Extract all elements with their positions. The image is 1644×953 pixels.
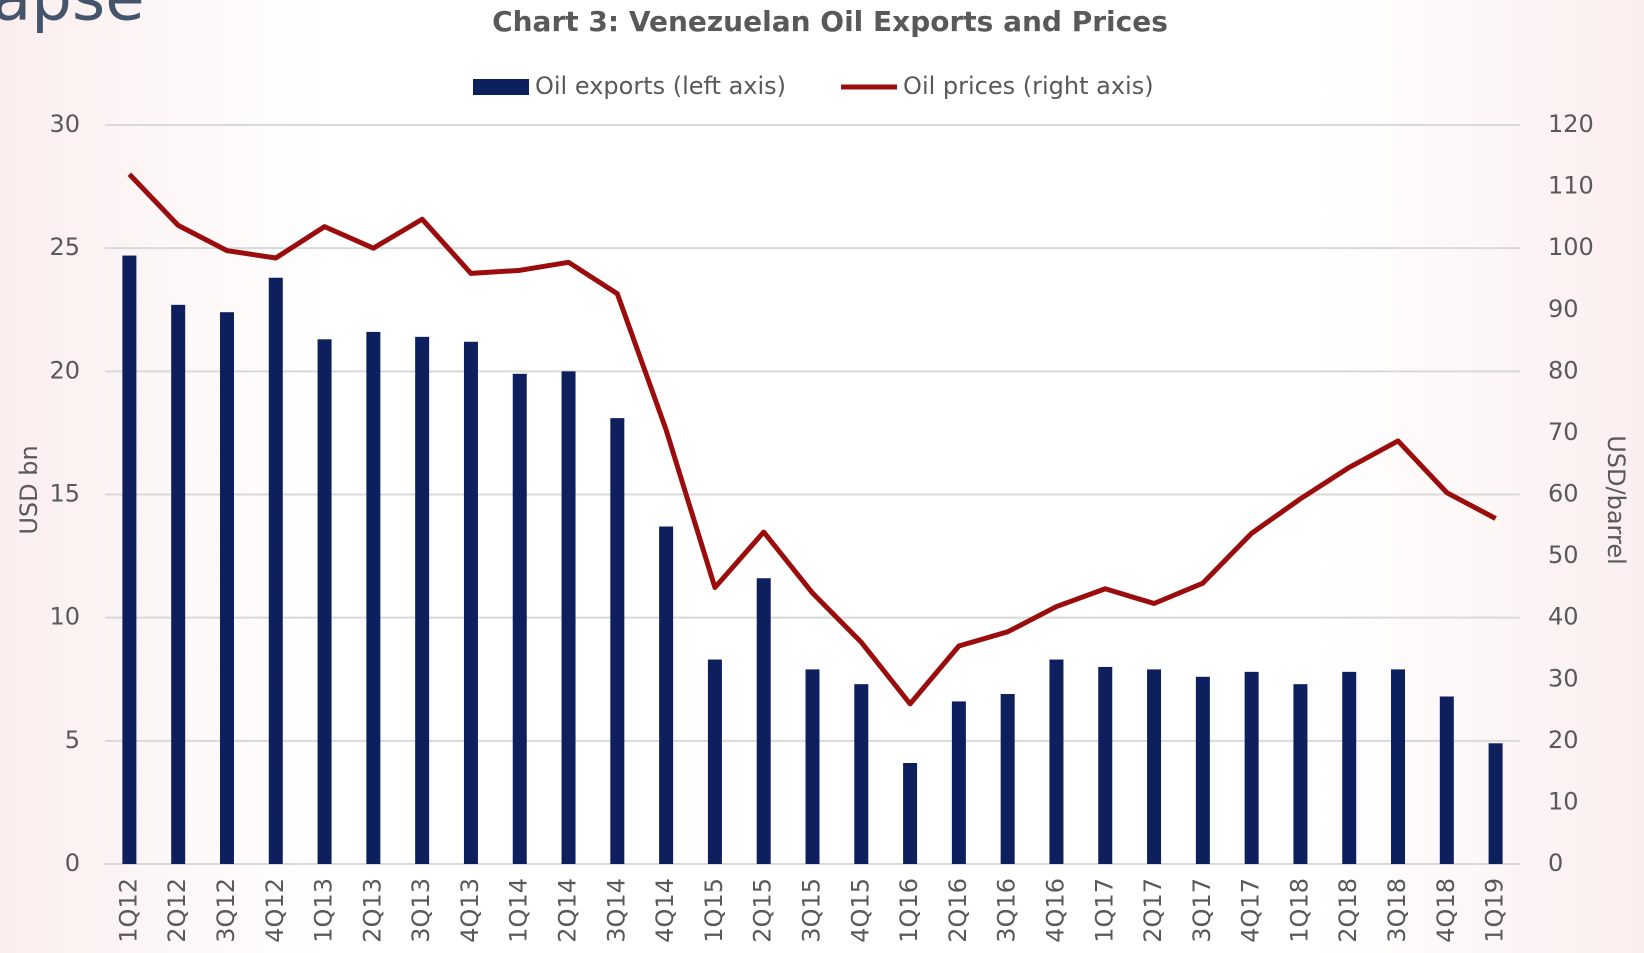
y2-tick-label: 30 bbox=[1548, 664, 1579, 692]
bar bbox=[366, 331, 381, 864]
y2-tick-label: 80 bbox=[1548, 356, 1579, 384]
bar bbox=[1439, 696, 1454, 864]
y2-tick-label: 90 bbox=[1548, 295, 1579, 323]
x-tick-label: 4Q13 bbox=[456, 878, 484, 943]
bar bbox=[512, 373, 527, 864]
x-tick-label: 3Q17 bbox=[1188, 878, 1216, 943]
bar bbox=[415, 336, 430, 864]
y-tick-label: 10 bbox=[49, 603, 80, 631]
x-tick-label: 3Q13 bbox=[407, 878, 435, 943]
bar bbox=[805, 669, 820, 864]
y2-tick-label: 110 bbox=[1548, 172, 1594, 200]
slide-title-fragment: apse bbox=[0, 0, 145, 36]
y2-tick-label: 40 bbox=[1548, 603, 1579, 631]
bar bbox=[1049, 659, 1064, 864]
y2-tick-label: 100 bbox=[1548, 233, 1594, 261]
y2-axis-label: USD/barrel bbox=[1602, 435, 1630, 565]
bar bbox=[1195, 676, 1210, 864]
y-tick-label: 0 bbox=[65, 849, 80, 877]
x-tick-label: 2Q14 bbox=[554, 878, 582, 943]
x-tick-label: 4Q14 bbox=[651, 878, 679, 943]
bar bbox=[1000, 694, 1015, 864]
bar bbox=[317, 339, 332, 864]
x-tick-label: 2Q16 bbox=[944, 878, 972, 943]
bar bbox=[756, 578, 771, 864]
bar bbox=[219, 312, 234, 864]
bar bbox=[1147, 669, 1162, 864]
legend-swatch bbox=[473, 79, 529, 95]
x-tick-label: 2Q18 bbox=[1334, 878, 1362, 943]
x-tick-label: 3Q18 bbox=[1383, 878, 1411, 943]
y2-tick-label: 120 bbox=[1548, 110, 1594, 138]
x-tick-label: 4Q16 bbox=[1041, 878, 1069, 943]
bar bbox=[1244, 671, 1259, 864]
line bbox=[127, 172, 1497, 707]
x-tick-label: 1Q15 bbox=[700, 878, 728, 943]
x-tick-label: 2Q15 bbox=[749, 878, 777, 943]
bar bbox=[1098, 666, 1113, 864]
y-tick-label: 25 bbox=[49, 233, 80, 261]
x-tick-label: 2Q13 bbox=[358, 878, 386, 943]
x-tick-label: 1Q16 bbox=[895, 878, 923, 943]
bar bbox=[561, 371, 576, 864]
x-tick-label: 3Q16 bbox=[993, 878, 1021, 943]
x-tick-label: 2Q17 bbox=[1139, 878, 1167, 943]
bar bbox=[1293, 684, 1308, 864]
y2-tick-label: 10 bbox=[1548, 787, 1579, 815]
bar bbox=[903, 763, 918, 864]
x-tick-label: 1Q18 bbox=[1285, 878, 1313, 943]
chart-title: Chart 3: Venezuelan Oil Exports and Pric… bbox=[492, 5, 1168, 38]
bar bbox=[854, 684, 869, 864]
x-tick-label: 3Q14 bbox=[602, 878, 630, 943]
x-tick-label: 3Q12 bbox=[212, 878, 240, 943]
bar bbox=[463, 341, 478, 865]
bar bbox=[122, 255, 137, 865]
x-tick-label: 1Q13 bbox=[310, 878, 338, 943]
bar bbox=[1488, 743, 1503, 864]
x-tick-label: 4Q17 bbox=[1237, 878, 1265, 943]
x-tick-label: 1Q14 bbox=[505, 878, 533, 943]
y-axis-label: USD bn bbox=[15, 445, 43, 534]
x-tick-label: 1Q17 bbox=[1090, 878, 1118, 943]
legend-label: Oil prices (right axis) bbox=[903, 72, 1154, 100]
x-tick-label: 2Q12 bbox=[163, 878, 191, 943]
x-tick-label: 1Q12 bbox=[114, 878, 142, 943]
bar bbox=[171, 304, 186, 864]
bar bbox=[659, 526, 674, 864]
bar bbox=[951, 701, 966, 864]
y2-tick-label: 50 bbox=[1548, 541, 1579, 569]
x-tick-label: 3Q15 bbox=[798, 878, 826, 943]
y2-tick-label: 70 bbox=[1548, 418, 1579, 446]
y2-tick-label: 60 bbox=[1548, 480, 1579, 508]
y-tick-label: 5 bbox=[65, 726, 80, 754]
y2-tick-label: 0 bbox=[1548, 849, 1563, 877]
x-tick-label: 1Q19 bbox=[1481, 878, 1509, 943]
legend-label: Oil exports (left axis) bbox=[535, 72, 786, 100]
y-tick-label: 30 bbox=[49, 110, 80, 138]
y-tick-label: 15 bbox=[49, 480, 80, 508]
x-tick-label: 4Q15 bbox=[846, 878, 874, 943]
y-tick-label: 20 bbox=[49, 356, 80, 384]
x-tick-label: 4Q12 bbox=[261, 878, 289, 943]
x-tick-label: 4Q18 bbox=[1432, 878, 1460, 943]
bar bbox=[268, 277, 283, 864]
bar bbox=[610, 418, 625, 864]
bar bbox=[707, 659, 722, 864]
y2-tick-label: 20 bbox=[1548, 726, 1579, 754]
bar bbox=[1391, 669, 1406, 864]
bar bbox=[1342, 671, 1357, 864]
